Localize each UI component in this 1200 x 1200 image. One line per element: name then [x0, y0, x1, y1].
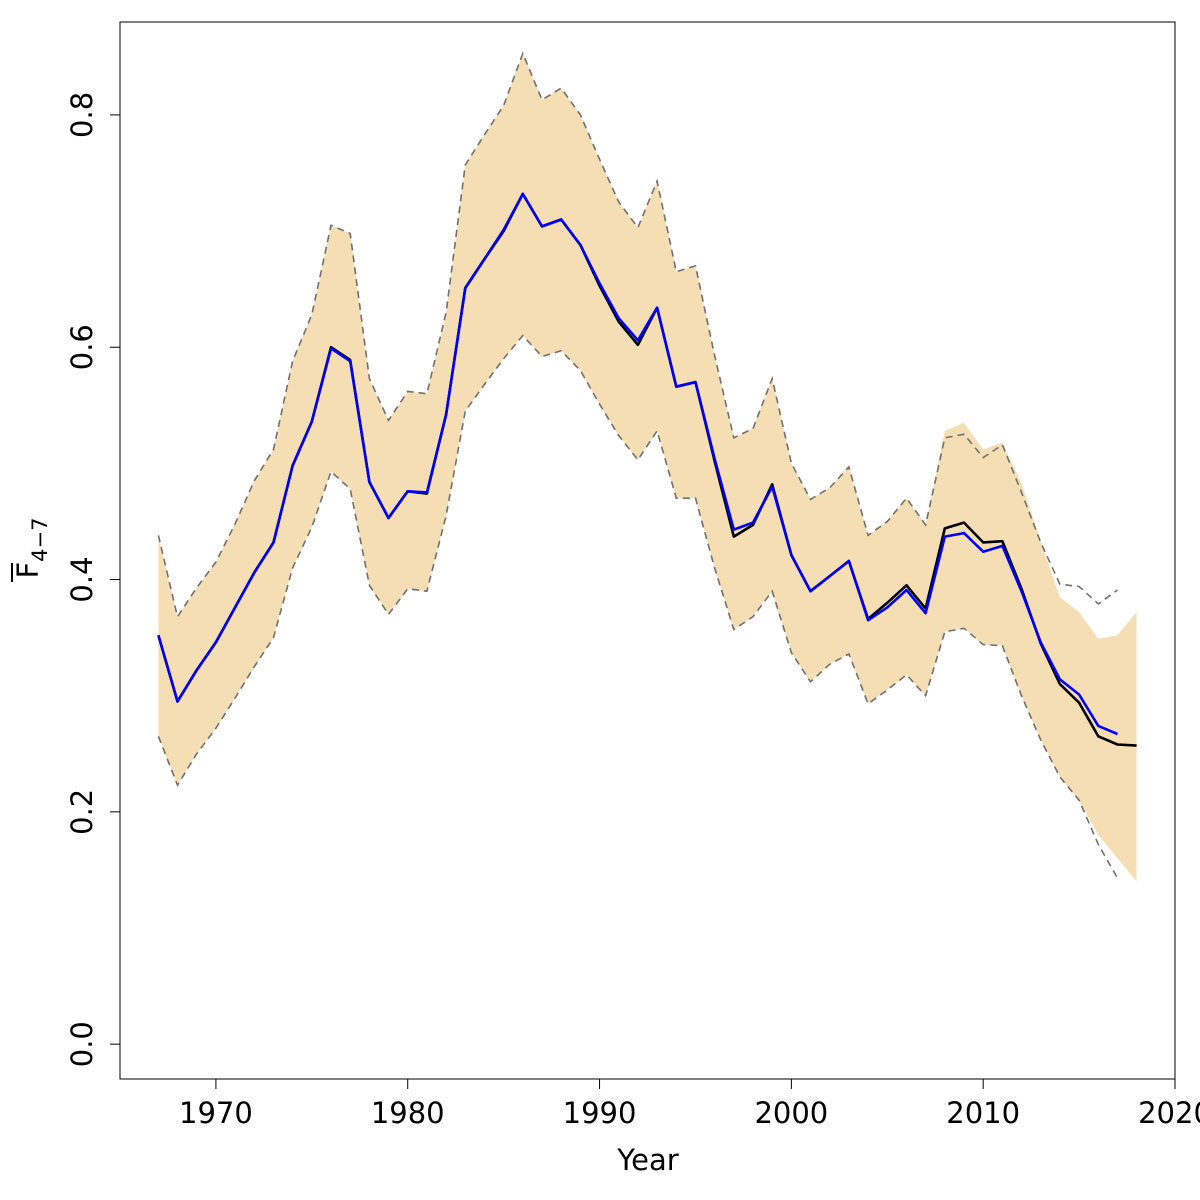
y-axis-title: F4−7: [11, 517, 52, 582]
x-tick-label: 1970: [179, 1096, 253, 1130]
confidence-band-layer: [158, 53, 1137, 882]
y-tick-label: 0.0: [65, 1021, 99, 1067]
y-axis: 0.0 0.2 0.4 0.6 0.8: [65, 92, 121, 1067]
band-upper-dashed-line: [157, 51, 1118, 619]
band-edge-dashed-lines: [157, 51, 1119, 879]
band-lower-dashed-line: [157, 334, 1119, 879]
y-axis-title-subscript: 4−7: [28, 517, 52, 561]
x-tick-label: 1990: [563, 1096, 637, 1130]
series-line-blue: [157, 192, 1119, 736]
svg-text:F4−7: F4−7: [11, 517, 52, 578]
y-tick-label: 0.6: [65, 324, 99, 370]
y-tick-label: 0.4: [65, 556, 99, 602]
confidence-band: [158, 53, 1137, 882]
y-axis-title-main: F: [11, 562, 45, 579]
x-tick-label: 1980: [371, 1096, 445, 1130]
y-tick-label: 0.8: [65, 92, 99, 138]
x-axis-title: Year: [616, 1143, 678, 1177]
y-tick-label: 0.2: [65, 789, 99, 835]
x-tick-label: 2010: [946, 1096, 1020, 1130]
x-tick-label: 2000: [754, 1096, 828, 1130]
series-lines: [157, 192, 1137, 747]
